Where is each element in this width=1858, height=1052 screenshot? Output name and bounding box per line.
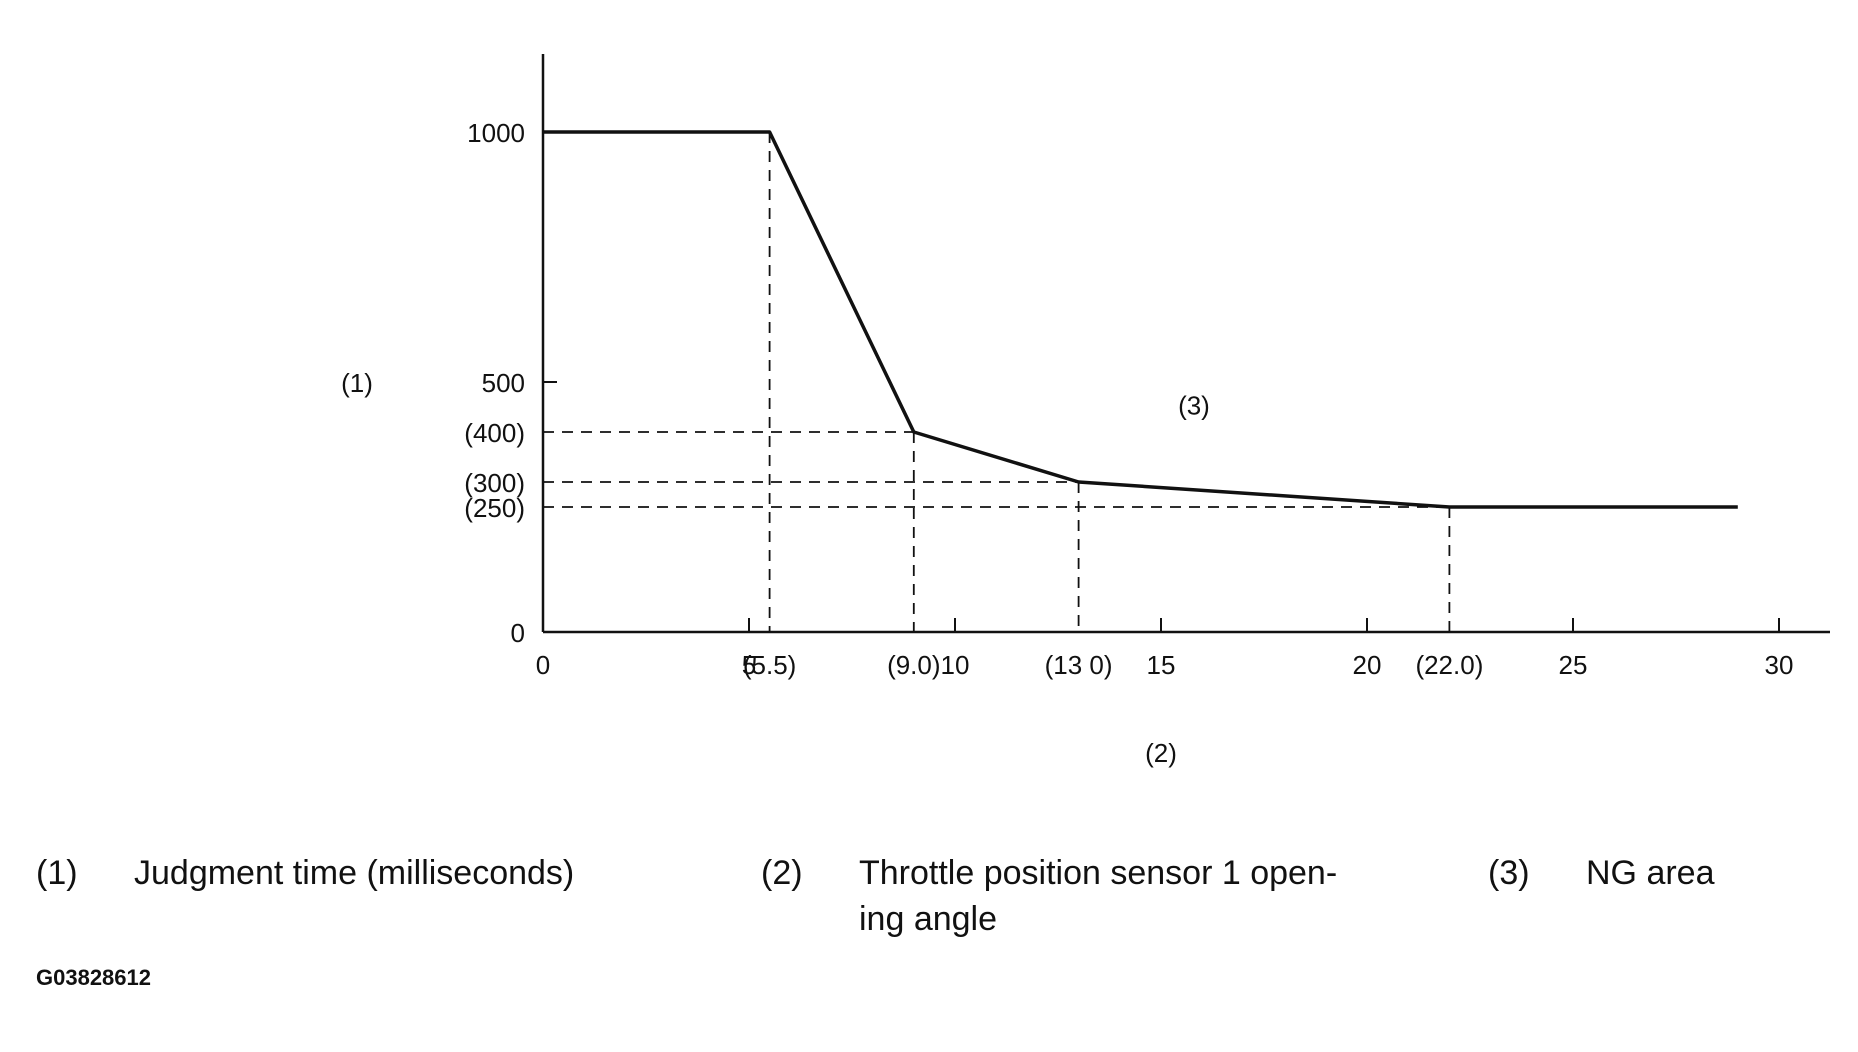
y-marked-label: (400): [464, 418, 525, 448]
figure-id: G03828612: [36, 965, 151, 990]
axis-labels: 0 5 10 15 20 25 30 0 500 1000 (5.5) (9.0) (13 0) (22.…: [341, 118, 1793, 768]
y-marked-label: (300): [464, 468, 525, 498]
legend-text: ing angle: [859, 900, 998, 938]
ng-area-label: (3): [1178, 391, 1210, 421]
x-marked-label: (9.0): [887, 650, 940, 680]
x-tick-label: 25: [1559, 650, 1588, 680]
x-marked-label: (5.5): [743, 650, 796, 680]
x-axis-label: (2): [1145, 738, 1177, 768]
guide-lines: [543, 132, 1451, 632]
x-tick-label: 30: [1765, 650, 1794, 680]
series: [543, 130, 1738, 509]
legend-item-3: (3) NG area: [1488, 850, 1818, 900]
legend-text: Throttle position sensor 1 open-: [859, 854, 1338, 892]
x-tick-label: 15: [1147, 650, 1176, 680]
x-tick-label: 0: [536, 650, 550, 680]
legend-number: (1): [36, 854, 78, 892]
legend-number: (3): [1488, 854, 1530, 892]
legend-number: (2): [761, 854, 803, 892]
x-marked-label: (22.0): [1415, 650, 1483, 680]
y-axis-label: (1): [341, 368, 373, 398]
y-marked-label: (250): [464, 493, 525, 523]
x-tick-label: 10: [941, 650, 970, 680]
axes: [541, 54, 1830, 634]
legend-item-2: (2) Throttle position sensor 1 open- ing…: [761, 850, 1401, 946]
series-line: [543, 130, 1738, 509]
x-tick-label: 5: [742, 650, 756, 680]
y-tick-label: 1000: [467, 118, 525, 148]
legend-text: NG area: [1586, 854, 1715, 892]
legend-text: Judgment time (milliseconds): [134, 854, 575, 892]
y-tick-label: 500: [482, 368, 525, 398]
x-marked-label: (13 0): [1045, 650, 1113, 680]
axis-ticks: [543, 131, 1780, 632]
x-tick-label: 20: [1353, 650, 1382, 680]
y-tick-label: 0: [511, 618, 525, 648]
legend-item-1: (1) Judgment time (milliseconds): [36, 850, 736, 900]
